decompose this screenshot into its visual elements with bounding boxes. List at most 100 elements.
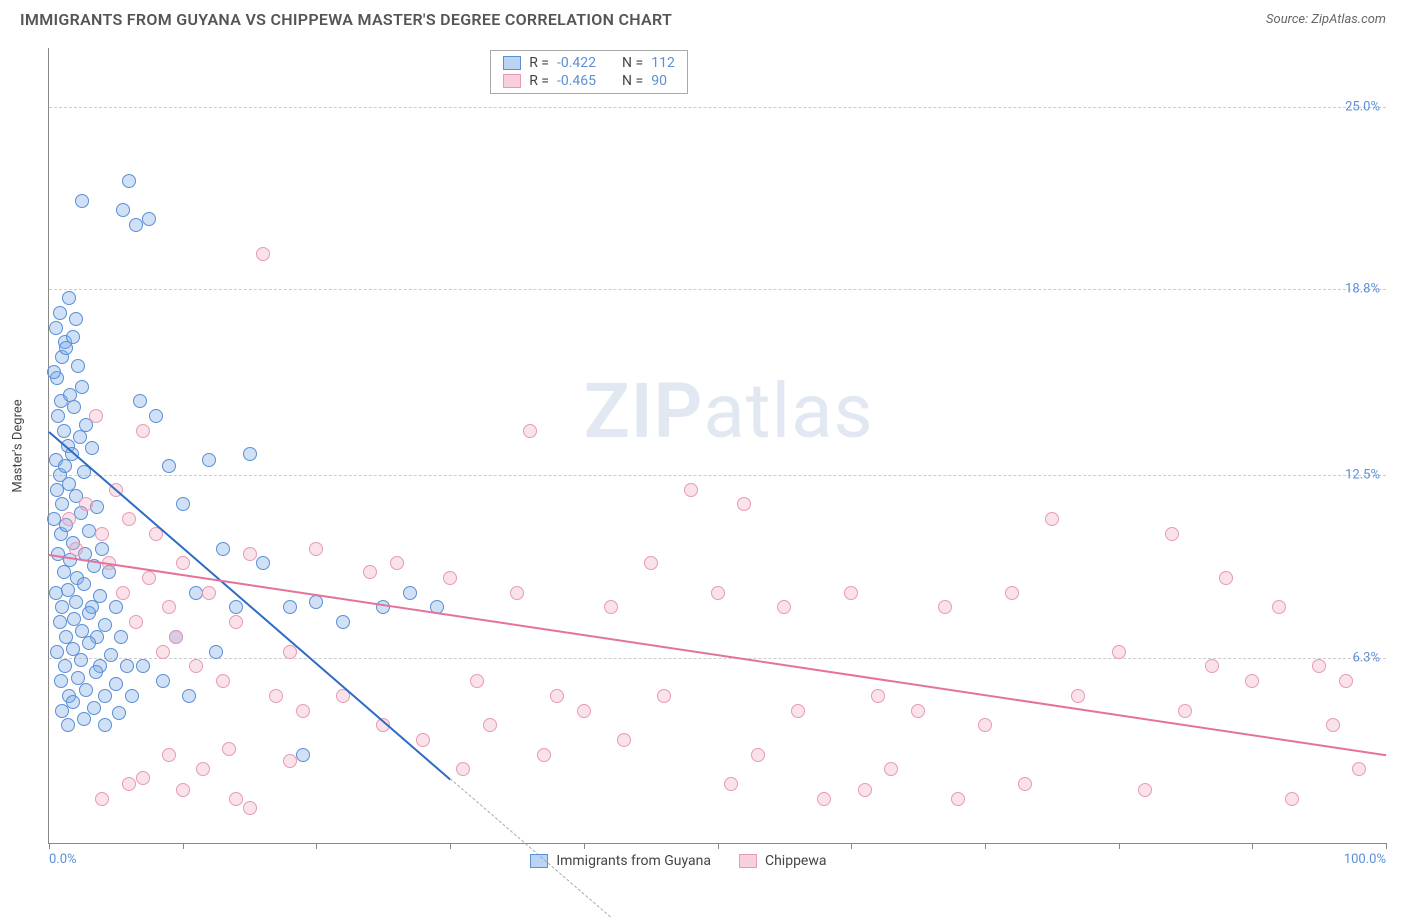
series-legend: Immigrants from GuyanaChippewa — [530, 853, 826, 869]
x-tick — [1386, 843, 1387, 849]
data-point — [222, 742, 236, 756]
data-point — [75, 194, 89, 208]
data-point — [604, 600, 618, 614]
data-point — [269, 689, 283, 703]
data-point — [711, 586, 725, 600]
data-point — [93, 589, 107, 603]
x-tick-label: 0.0% — [49, 852, 77, 867]
data-point — [149, 409, 163, 423]
data-point — [116, 203, 130, 217]
data-point — [296, 704, 310, 718]
y-tick-label: 18.8% — [1345, 282, 1380, 297]
legend-swatch — [530, 854, 548, 868]
correlation-legend: R =-0.422N =112R = -0.465 N = 90 — [490, 50, 688, 94]
data-point — [122, 174, 136, 188]
data-point — [202, 453, 216, 467]
data-point — [483, 718, 497, 732]
data-point — [416, 733, 430, 747]
gridline — [49, 289, 1386, 290]
y-tick-label: 6.3% — [1352, 650, 1380, 665]
data-point — [69, 595, 83, 609]
x-tick — [49, 843, 50, 849]
data-point — [283, 754, 297, 768]
data-point — [403, 586, 417, 600]
data-point — [79, 683, 93, 697]
data-point — [229, 615, 243, 629]
data-point — [66, 695, 80, 709]
data-point — [122, 512, 136, 526]
x-tick — [1252, 843, 1253, 849]
data-point — [911, 704, 925, 718]
gridline — [49, 107, 1386, 108]
legend-row: R =-0.422N =112 — [503, 55, 675, 71]
data-point — [176, 783, 190, 797]
data-point — [69, 542, 83, 556]
data-point — [55, 600, 69, 614]
data-point — [129, 218, 143, 232]
data-point — [109, 600, 123, 614]
data-point — [182, 689, 196, 703]
scatter-chart: ZIPatlas 6.3%12.5%18.8%25.0%0.0%100.0%R … — [48, 48, 1386, 844]
data-point — [109, 677, 123, 691]
x-tick — [450, 843, 451, 849]
data-point — [82, 606, 96, 620]
data-point — [112, 706, 126, 720]
data-point — [82, 524, 96, 538]
data-point — [817, 792, 831, 806]
data-point — [229, 600, 243, 614]
data-point — [136, 424, 150, 438]
x-tick — [183, 843, 184, 849]
data-point — [85, 441, 99, 455]
data-point — [53, 306, 67, 320]
data-point — [62, 291, 76, 305]
data-point — [577, 704, 591, 718]
data-point — [120, 659, 134, 673]
data-point — [243, 447, 257, 461]
data-point — [47, 365, 61, 379]
data-point — [884, 762, 898, 776]
data-point — [67, 400, 81, 414]
n-label: N = — [622, 55, 643, 71]
data-point — [1045, 512, 1059, 526]
data-point — [1285, 792, 1299, 806]
data-point — [550, 689, 564, 703]
x-tick — [316, 843, 317, 849]
data-point — [737, 497, 751, 511]
data-point — [53, 615, 67, 629]
data-point — [243, 547, 257, 561]
gridline — [49, 658, 1386, 659]
data-point — [125, 689, 139, 703]
data-point — [456, 762, 470, 776]
watermark-zip: ZIP — [584, 366, 704, 456]
data-point — [98, 718, 112, 732]
legend-item: Chippewa — [739, 853, 827, 869]
data-point — [777, 600, 791, 614]
data-point — [470, 674, 484, 688]
data-point — [510, 586, 524, 600]
data-point — [176, 497, 190, 511]
x-tick — [718, 843, 719, 849]
data-point — [116, 586, 130, 600]
data-point — [77, 712, 91, 726]
data-point — [156, 674, 170, 688]
x-tick — [584, 843, 585, 849]
data-point — [156, 645, 170, 659]
r-value: -0.465 — [557, 73, 596, 89]
data-point — [162, 748, 176, 762]
data-point — [89, 409, 103, 423]
data-point — [1071, 689, 1085, 703]
data-point — [216, 542, 230, 556]
data-point — [77, 577, 91, 591]
r-label: R = — [529, 55, 549, 71]
data-point — [216, 674, 230, 688]
data-point — [443, 571, 457, 585]
legend-swatch — [503, 56, 521, 70]
data-point — [69, 312, 83, 326]
gridline — [49, 475, 1386, 476]
data-point — [724, 777, 738, 791]
data-point — [51, 409, 65, 423]
x-tick-label: 100.0% — [1344, 852, 1386, 867]
n-value: 90 — [651, 73, 667, 89]
n-label: N = — [622, 73, 643, 89]
data-point — [129, 615, 143, 629]
